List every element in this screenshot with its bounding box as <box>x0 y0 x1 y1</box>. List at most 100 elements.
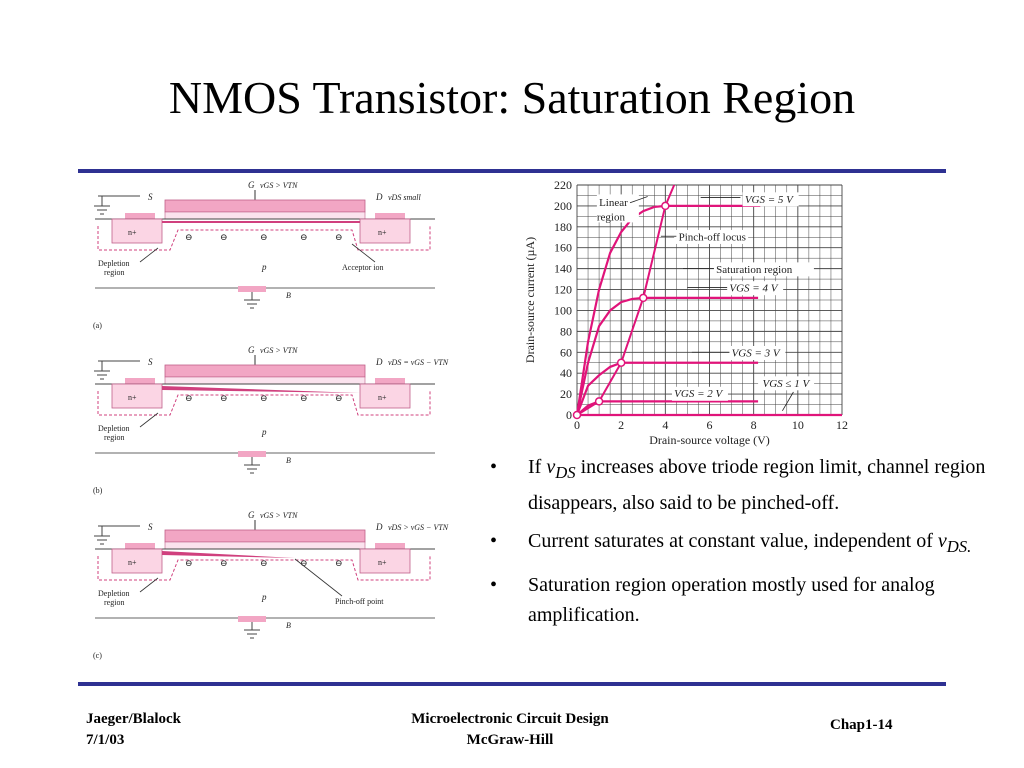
pinch-off-marker <box>661 201 670 211</box>
y-tick-label: 40 <box>560 366 572 380</box>
acceptor-ion-icon: ⊖ <box>260 232 268 242</box>
depletion-pointer <box>139 247 159 263</box>
y-tick-label: 120 <box>554 283 572 297</box>
source-label: S <box>148 192 153 202</box>
gate-condition: vGS > VTN <box>260 181 298 190</box>
depletion-label: region <box>104 433 124 442</box>
gate-oxide <box>164 541 366 550</box>
drain-condition: vDS = vGS − VTN <box>388 358 449 367</box>
body-label: B <box>286 621 291 630</box>
pinchoff-locus-label: Pinch-off locus <box>679 231 746 243</box>
depletion-pointer <box>139 577 159 593</box>
drain-condition: vDS small <box>388 193 421 202</box>
depletion-boundary <box>97 226 431 251</box>
footer-author-names: Jaeger/Blalock <box>86 711 181 727</box>
vgs2-box <box>671 386 728 401</box>
iv-curve <box>575 204 761 416</box>
source-nplus-region <box>111 218 163 244</box>
output-characteristics-chart: 0 20 40 60 80 100 120 140 160 180 200 220 0 2 4 6 8 10 12 D… <box>523 178 848 447</box>
depletion-label: region <box>104 268 124 277</box>
gate-condition: vGS > VTN <box>260 511 298 520</box>
source-ground-icon <box>94 525 140 545</box>
pinch-off-marker <box>616 358 626 367</box>
y-tick-label: 140 <box>554 262 572 276</box>
vgs5-box <box>742 192 799 207</box>
drain-nplus-region <box>359 548 411 574</box>
pinch-off-marker <box>594 397 604 406</box>
vgs3-box <box>729 346 786 360</box>
y-tick-label: 20 <box>560 387 572 401</box>
acceptor-ion-icon: ⊖ <box>220 558 228 568</box>
linear-region-box <box>596 194 639 223</box>
gate-label: G <box>248 345 255 355</box>
drain-contact <box>375 213 405 219</box>
y-tick-label: 220 <box>554 178 572 192</box>
acceptor-ion-icon: ⊖ <box>300 393 308 403</box>
gate-oxide <box>164 211 366 220</box>
acceptor-pointer <box>351 243 376 263</box>
y-tick-label: 80 <box>560 324 572 338</box>
pinch-off-marker <box>639 293 648 303</box>
body-label: B <box>286 456 291 465</box>
depletion-boundary <box>97 556 431 581</box>
gate-label: G <box>248 510 255 520</box>
bullet-dot: • <box>490 530 498 552</box>
acceptor-ion-icon: ⊖ <box>300 558 308 568</box>
body-ground-icon <box>244 292 260 309</box>
body-label: B <box>286 291 291 300</box>
gate-oxide <box>164 376 366 385</box>
nplus-label: n+ <box>128 393 137 402</box>
pinch-off-pointer <box>294 558 343 597</box>
substrate-label: p <box>261 592 267 602</box>
vgs3-label: VGS = 3 V <box>732 347 781 359</box>
footer-publisher: McGraw-Hill <box>466 732 554 748</box>
acceptor-ion-icon: ⊖ <box>185 232 193 242</box>
body-contact <box>238 616 266 622</box>
gate-electrode <box>164 529 366 543</box>
y-tick-label: 180 <box>554 220 572 234</box>
gate-condition: vGS > VTN <box>260 346 298 355</box>
body-ground-icon <box>244 457 260 474</box>
drain-nplus-region <box>359 218 411 244</box>
drain-label: D <box>375 357 383 367</box>
x-tick-label: 2 <box>618 418 624 432</box>
bullet-item: • If vDS increases above triode region l… <box>488 452 988 518</box>
nplus-label: n+ <box>128 228 137 237</box>
x-axis-label: Drain-source voltage (V) <box>649 433 770 447</box>
gate-electrode <box>164 199 366 213</box>
footer-book: Microelectronic Circuit Design McGraw-Hi… <box>360 709 660 751</box>
pinchoff-locus-box <box>674 229 749 244</box>
body-contact <box>238 451 266 457</box>
source-nplus-region <box>111 548 163 574</box>
acceptor-ion-icon: ⊖ <box>335 232 343 242</box>
origin-marker <box>572 410 582 420</box>
vgs5-label: VGS = 5 V <box>745 194 794 206</box>
footer-chapter: Chap1-14 <box>830 717 893 733</box>
source-nplus-region <box>111 383 163 409</box>
y-tick-label: 0 <box>566 408 572 422</box>
gate-label: G <box>248 180 255 190</box>
depletion-label: Depletion <box>98 424 130 433</box>
x-tick-label: 8 <box>751 418 757 432</box>
panel-tag: (b) <box>93 486 103 495</box>
x-tick-label: 6 <box>707 418 713 432</box>
nplus-label: n+ <box>378 393 387 402</box>
bottom-divider <box>78 682 946 686</box>
depletion-label: Depletion <box>98 589 130 598</box>
panel-tag: (c) <box>93 651 102 660</box>
substrate-label: p <box>261 427 267 437</box>
bullet-item: • Current saturates at constant value, i… <box>488 526 988 562</box>
acceptor-ion-label: Acceptor ion <box>342 263 384 272</box>
depletion-pointer <box>139 412 159 428</box>
acceptor-ion-icon: ⊖ <box>260 558 268 568</box>
pinch-off-point-label: Pinch-off point <box>335 597 384 606</box>
bullet-dot: • <box>490 574 498 596</box>
footer-book-title: Microelectronic Circuit Design <box>411 711 609 727</box>
saturation-region-box <box>713 262 814 277</box>
source-label: S <box>148 522 153 532</box>
source-label: S <box>148 357 153 367</box>
acceptor-ion-icon: ⊖ <box>335 558 343 568</box>
source-contact <box>125 378 155 384</box>
